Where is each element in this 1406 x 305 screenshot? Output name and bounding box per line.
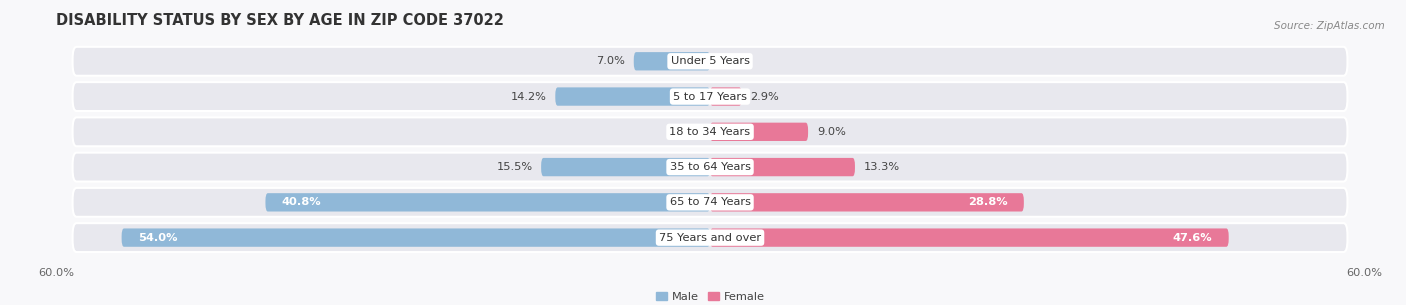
FancyBboxPatch shape (710, 193, 1024, 212)
Text: 0.0%: 0.0% (672, 127, 702, 137)
FancyBboxPatch shape (555, 87, 710, 106)
Legend: Male, Female: Male, Female (651, 287, 769, 305)
Text: 47.6%: 47.6% (1173, 233, 1212, 242)
Text: Source: ZipAtlas.com: Source: ZipAtlas.com (1274, 21, 1385, 31)
FancyBboxPatch shape (73, 82, 1347, 111)
FancyBboxPatch shape (634, 52, 710, 70)
Text: 35 to 64 Years: 35 to 64 Years (669, 162, 751, 172)
FancyBboxPatch shape (710, 87, 741, 106)
Text: DISABILITY STATUS BY SEX BY AGE IN ZIP CODE 37022: DISABILITY STATUS BY SEX BY AGE IN ZIP C… (56, 13, 505, 28)
Text: 9.0%: 9.0% (817, 127, 845, 137)
Text: 28.8%: 28.8% (967, 197, 1008, 207)
Text: 75 Years and over: 75 Years and over (659, 233, 761, 242)
FancyBboxPatch shape (266, 193, 710, 212)
FancyBboxPatch shape (710, 228, 1229, 247)
Text: 15.5%: 15.5% (496, 162, 533, 172)
Text: 5 to 17 Years: 5 to 17 Years (673, 92, 747, 102)
Text: 40.8%: 40.8% (281, 197, 322, 207)
Text: 65 to 74 Years: 65 to 74 Years (669, 197, 751, 207)
FancyBboxPatch shape (73, 47, 1347, 76)
FancyBboxPatch shape (73, 223, 1347, 252)
Text: Under 5 Years: Under 5 Years (671, 56, 749, 66)
Text: 13.3%: 13.3% (863, 162, 900, 172)
Text: 54.0%: 54.0% (138, 233, 177, 242)
FancyBboxPatch shape (710, 123, 808, 141)
FancyBboxPatch shape (710, 158, 855, 176)
FancyBboxPatch shape (73, 117, 1347, 146)
FancyBboxPatch shape (73, 152, 1347, 181)
Text: 7.0%: 7.0% (596, 56, 626, 66)
FancyBboxPatch shape (541, 158, 710, 176)
Text: 14.2%: 14.2% (510, 92, 547, 102)
FancyBboxPatch shape (73, 188, 1347, 217)
FancyBboxPatch shape (122, 228, 710, 247)
Text: 0.0%: 0.0% (718, 56, 748, 66)
Text: 2.9%: 2.9% (751, 92, 779, 102)
Text: 18 to 34 Years: 18 to 34 Years (669, 127, 751, 137)
